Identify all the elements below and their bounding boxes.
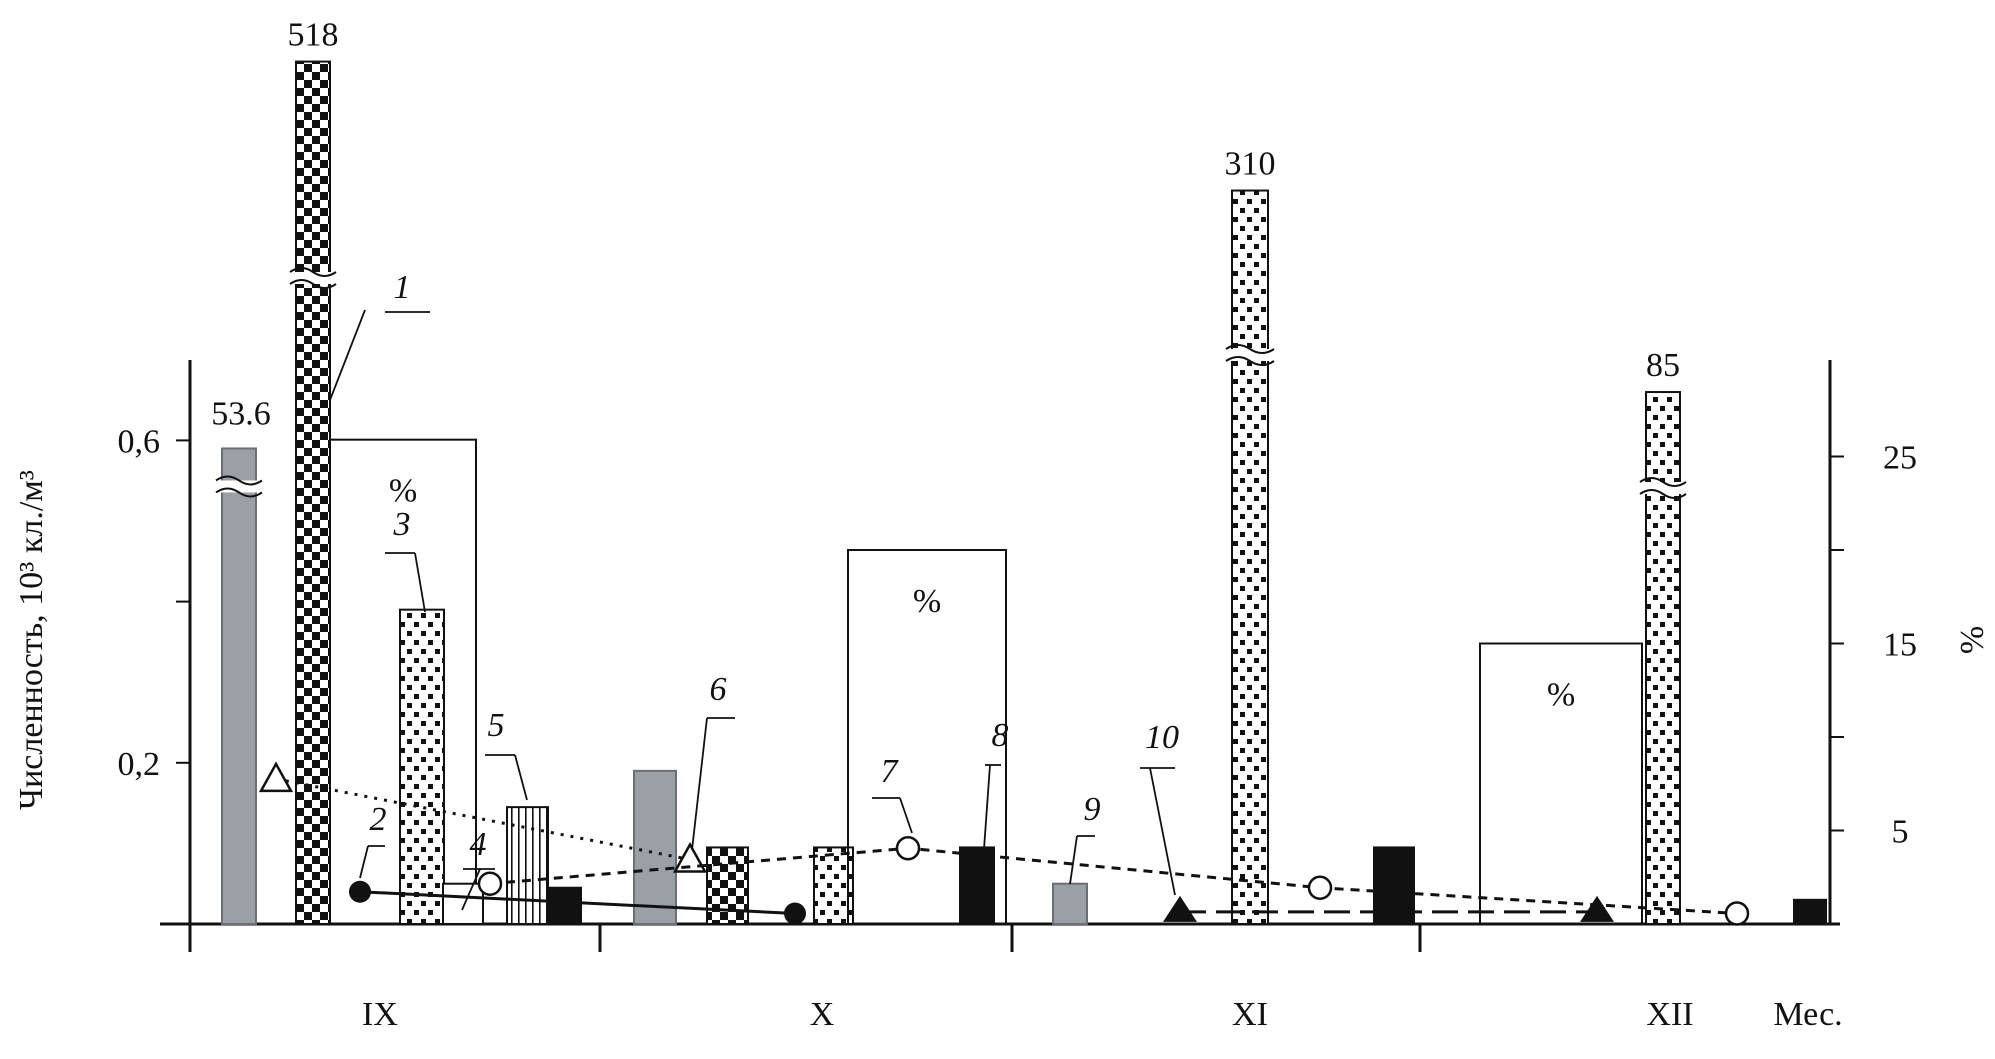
marker-circle-open	[1724, 901, 1750, 926]
month-label-XI: XI	[1232, 996, 1268, 1033]
month-label-X: X	[810, 996, 835, 1033]
axis-break-mark	[215, 475, 263, 486]
annotation-leader	[359, 845, 369, 879]
annotation-label-4: 4	[470, 826, 487, 863]
axis-break-mark	[1639, 489, 1687, 499]
annotation-label-10: 10	[1145, 719, 1179, 756]
x-axis-label: Мес.	[1773, 996, 1842, 1033]
annotation-leader	[1069, 835, 1078, 885]
bar-value-label: 85	[1646, 347, 1680, 384]
marker-circle-open	[477, 871, 503, 896]
y-tick-label: 0,6	[118, 423, 161, 460]
series-line-circles_open	[489, 846, 1738, 916]
y2-tick-label: 5	[1892, 814, 1909, 851]
bar-value-label: 53.6	[211, 395, 271, 432]
annotation-leader	[329, 309, 366, 401]
bar-dotted-IX	[399, 608, 445, 925]
y2-axis-label: %	[1954, 626, 1991, 654]
marker-triangle-open	[258, 761, 294, 793]
bar-dotted-XII	[1645, 391, 1681, 926]
axis-break-gap	[1640, 482, 1686, 494]
axis-break-mark	[289, 267, 337, 277]
marker-triangle-filled	[1163, 895, 1197, 922]
annotation-leader	[691, 717, 708, 851]
percent-bar-label: %	[913, 583, 941, 620]
series-line-circles_filled	[359, 890, 796, 916]
annotation-leader	[979, 764, 991, 906]
annotation-label-3: 3	[393, 506, 411, 543]
axis-break-mark	[1225, 356, 1275, 366]
axis-break-mark	[289, 279, 337, 289]
marker-triangle-filled	[1580, 895, 1614, 922]
bar-gray-X	[633, 769, 677, 925]
bar-black-XII	[1793, 898, 1827, 926]
axis-break-mark	[1225, 344, 1275, 354]
annotation-label-8: 8	[992, 717, 1009, 754]
axis-break-gap	[290, 272, 336, 284]
marker-circle-filled	[784, 902, 806, 925]
bar-black-IX	[546, 886, 582, 925]
y2-tick-label: 15	[1883, 627, 1917, 664]
bar-gray-IX	[221, 447, 257, 925]
bar-checker-IX	[295, 60, 331, 925]
percent-bar-XII	[1479, 642, 1643, 925]
axis-break-mark	[1639, 477, 1687, 487]
annotation-leader	[899, 797, 913, 834]
bar-white-IX	[442, 882, 484, 926]
y-axis-label: Численность, 10³ кл./м³	[13, 470, 50, 810]
marker-circle-filled	[349, 880, 371, 903]
annotation-label-1: 1	[394, 269, 411, 306]
annotation-label-6: 6	[710, 671, 727, 708]
annotation-label-5: 5	[488, 707, 505, 744]
month-label-IX: IX	[362, 996, 398, 1033]
annotation-label-9: 9	[1084, 791, 1101, 828]
axis-break-mark	[215, 487, 263, 498]
percent-bar-X	[847, 549, 1007, 925]
axis-break-gap	[216, 480, 262, 493]
bar-dotted-X	[813, 846, 854, 925]
bar-value-label: 518	[288, 17, 339, 54]
bar-gray-XI	[1052, 882, 1088, 926]
percent-bar-label: %	[1547, 677, 1575, 714]
bar-checker-X	[706, 846, 749, 925]
annotation-label-2: 2	[370, 801, 387, 838]
annotation-label-7: 7	[881, 753, 900, 790]
marker-circle-open	[1307, 875, 1333, 900]
percent-bar-label: %	[389, 473, 417, 510]
bar-black-X	[959, 846, 995, 925]
month-label-XII: XII	[1646, 996, 1693, 1033]
bar-dotted-XI	[1231, 189, 1269, 926]
y2-tick-label: 25	[1883, 440, 1917, 477]
annotation-leader	[514, 754, 528, 801]
annotation-leader	[414, 552, 426, 613]
annotation-leader	[1149, 767, 1176, 896]
marker-circle-open	[895, 835, 921, 861]
y-tick-label: 0,2	[118, 746, 161, 783]
axis-break-gap	[1226, 349, 1274, 361]
bar-value-label: 310	[1225, 146, 1276, 183]
series-line-triangles_open	[275, 777, 691, 861]
annotation-leader	[461, 868, 481, 911]
